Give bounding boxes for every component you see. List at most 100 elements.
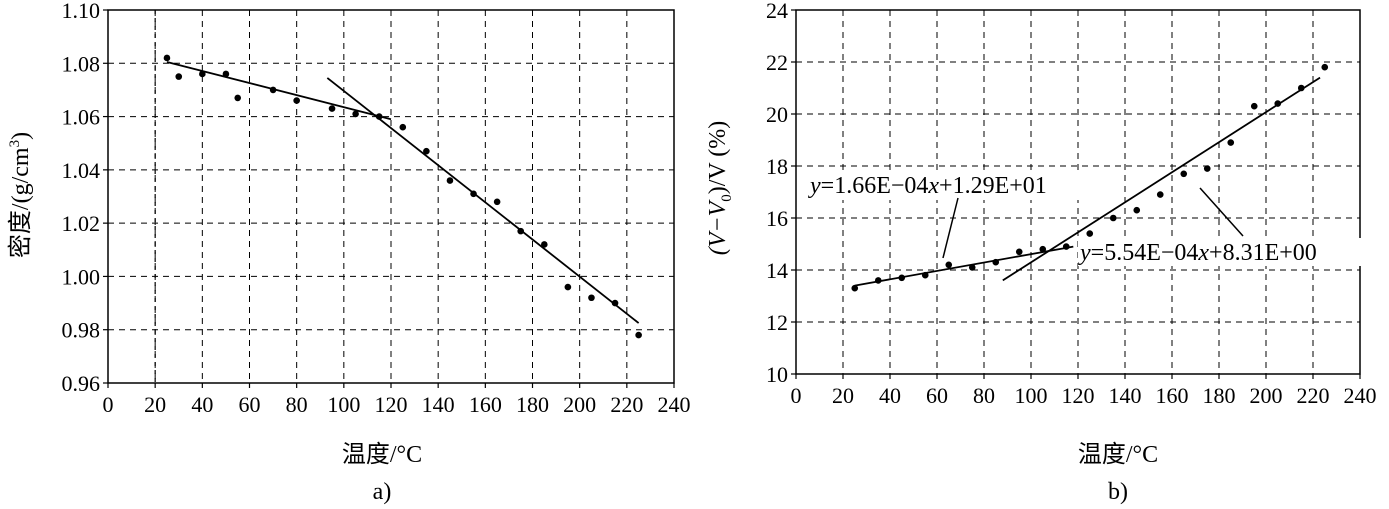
chart-b-x-tick-label: 220 xyxy=(1297,383,1330,408)
chart-b-annotation-1: y=1.66E−04x+1.29E+01 xyxy=(808,173,1047,199)
chart-a-panel-label: a) xyxy=(373,479,392,505)
chart-b-x-tick-label: 160 xyxy=(1156,383,1189,408)
chart-a-x-tick-label: 160 xyxy=(469,392,502,417)
chart-b-data-point xyxy=(968,264,976,271)
chart-a-y-tick-label: 0.98 xyxy=(62,318,101,343)
chart-a-x-tick-label: 120 xyxy=(375,392,408,417)
chart-b-data-point xyxy=(1039,245,1047,253)
chart-a-data-point xyxy=(588,294,595,302)
chart-a-data-point xyxy=(635,331,642,339)
chart-b-data-point xyxy=(945,261,953,269)
chart-a-data-point xyxy=(352,110,359,118)
chart-b-axes xyxy=(791,9,1361,379)
chart-a-data-point xyxy=(493,198,501,206)
chart-a-data-point xyxy=(328,105,336,112)
chart-b-x-tick-label: 140 xyxy=(1109,383,1142,408)
chart-a-y-tick-label: 1.04 xyxy=(62,158,101,183)
chart-a-data-point xyxy=(199,70,206,78)
chart-b-x-tick-label: 0 xyxy=(791,383,802,408)
chart-a-y-tick-label: 1.08 xyxy=(62,51,101,76)
chart-b-annotation-2-leader xyxy=(1199,187,1244,237)
chart-b-y-tick-label: 12 xyxy=(766,310,788,335)
chart-b-x-tick-label: 240 xyxy=(1344,383,1377,408)
chart-a-data-point xyxy=(564,283,572,291)
chart-b-x-axis-label: 温度/°C xyxy=(1078,441,1158,468)
chart-a-axes xyxy=(103,9,675,388)
chart-a-x-axis-label: 温度/°C xyxy=(342,441,422,468)
chart-b-x-tick-label: 120 xyxy=(1062,383,1095,408)
chart-a-data-point xyxy=(423,147,430,155)
chart-b-annotation-1-bg xyxy=(804,172,1114,200)
chart-b-data-point xyxy=(1086,230,1094,237)
chart-b-x-tick-label: 20 xyxy=(832,383,854,408)
chart-b-y-tick-label: 20 xyxy=(766,102,788,127)
chart-a-x-tick-label: 180 xyxy=(516,392,549,417)
chart-b-data-point xyxy=(1133,206,1141,214)
chart-a-x-tick-label: 140 xyxy=(422,392,455,417)
chart-a-y-tick-label: 1.02 xyxy=(62,211,101,236)
chart-b-data-point xyxy=(1062,243,1070,250)
chart-a-data-point xyxy=(517,227,525,235)
chart-b-x-tick-label: 60 xyxy=(926,383,948,408)
chart-b-data-point xyxy=(1250,102,1258,110)
chart-a-x-tick-label: 100 xyxy=(327,392,360,417)
chart-a-data-point xyxy=(269,86,277,94)
chart-b-x-tick-label: 40 xyxy=(879,383,901,408)
chart-b-data-point xyxy=(1109,214,1117,222)
chart-a-tick-labels: 0 20 40 60 80 100 120 140 160 180 200 220 240 0.96 0.9… xyxy=(62,0,691,417)
chart-a-x-tick-label: 40 xyxy=(191,392,213,417)
chart-b-data-point xyxy=(1203,165,1211,172)
chart-b-points xyxy=(851,63,1329,292)
chart-a-points xyxy=(163,54,642,339)
chart-b-data-point xyxy=(1180,170,1188,178)
chart-a-y-tick-label: 0.96 xyxy=(62,371,101,396)
chart-a-x-tick-label: 80 xyxy=(286,392,308,417)
chart-a-x-tick-label: 0 xyxy=(103,392,114,417)
chart-a-data-point xyxy=(222,70,230,78)
chart-b-data-point xyxy=(851,284,859,292)
chart-a-fit-line-1 xyxy=(166,61,392,121)
chart-b-y-tick-label: 24 xyxy=(766,0,788,23)
chart-a-x-tick-label: 200 xyxy=(563,392,596,417)
chart-b-data-point xyxy=(1227,139,1235,146)
chart-b-data-point xyxy=(898,274,906,282)
chart-a-data-point xyxy=(611,299,619,307)
chart-b-annotation-2: y=5.54E−04x+8.31E+00 xyxy=(1078,240,1317,266)
chart-b-data-point xyxy=(992,258,1000,266)
chart-a-y-tick-label: 1.06 xyxy=(62,105,101,130)
chart-b-x-tick-label: 180 xyxy=(1203,383,1236,408)
chart-b-fit-line-2 xyxy=(1002,76,1321,282)
chart-b-tick-labels: 0 20 40 60 80 100 120 140 160 180 200 220 240 10 12 14 1… xyxy=(766,0,1377,408)
chart-b-x-tick-label: 80 xyxy=(973,383,995,408)
chart-b-data-point xyxy=(1156,191,1164,198)
chart-a-y-axis-label: 密度/(g/cm3) xyxy=(7,132,34,258)
chart-b-fit-lines xyxy=(854,76,1321,287)
chart-a-data-point xyxy=(446,177,454,184)
chart-a-x-tick-label: 240 xyxy=(658,392,691,417)
chart-a-x-tick-label: 60 xyxy=(239,392,261,417)
chart-b-x-tick-label: 100 xyxy=(1015,383,1048,408)
chart-b-y-tick-label: 18 xyxy=(766,154,788,179)
chart-b-data-point xyxy=(1321,63,1329,71)
chart-b-fit-line-1 xyxy=(854,245,1074,287)
chart-a-data-point xyxy=(293,97,300,104)
chart-b-y-tick-label: 10 xyxy=(766,362,788,387)
chart-b-data-point xyxy=(874,277,882,284)
chart-a-data-point xyxy=(234,94,242,102)
chart-b-data-point xyxy=(921,271,929,279)
chart-a-data-point xyxy=(163,54,171,62)
chart-b-y-axis-label: (V−V0)/V (%) xyxy=(705,121,735,256)
chart-a-grid xyxy=(108,10,674,383)
chart-b: 0 20 40 60 80 100 120 140 160 180 200 220 240 10 12 14 1… xyxy=(705,0,1380,505)
chart-a-data-point xyxy=(540,241,548,248)
chart-b-data-point xyxy=(1015,248,1023,256)
chart-a-y-tick-label: 1.10 xyxy=(62,0,101,23)
chart-b-panel-label: b) xyxy=(1108,479,1128,505)
chart-a-data-point xyxy=(399,123,407,131)
chart-a-x-tick-label: 220 xyxy=(610,392,643,417)
chart-a-data-point xyxy=(175,73,183,80)
chart-a-fit-line-2 xyxy=(326,77,640,324)
chart-a: 0 20 40 60 80 100 120 140 160 180 200 220 240 0.96 0.9… xyxy=(7,0,691,505)
chart-a-x-tick-label: 20 xyxy=(144,392,166,417)
chart-b-data-point xyxy=(1274,100,1282,107)
